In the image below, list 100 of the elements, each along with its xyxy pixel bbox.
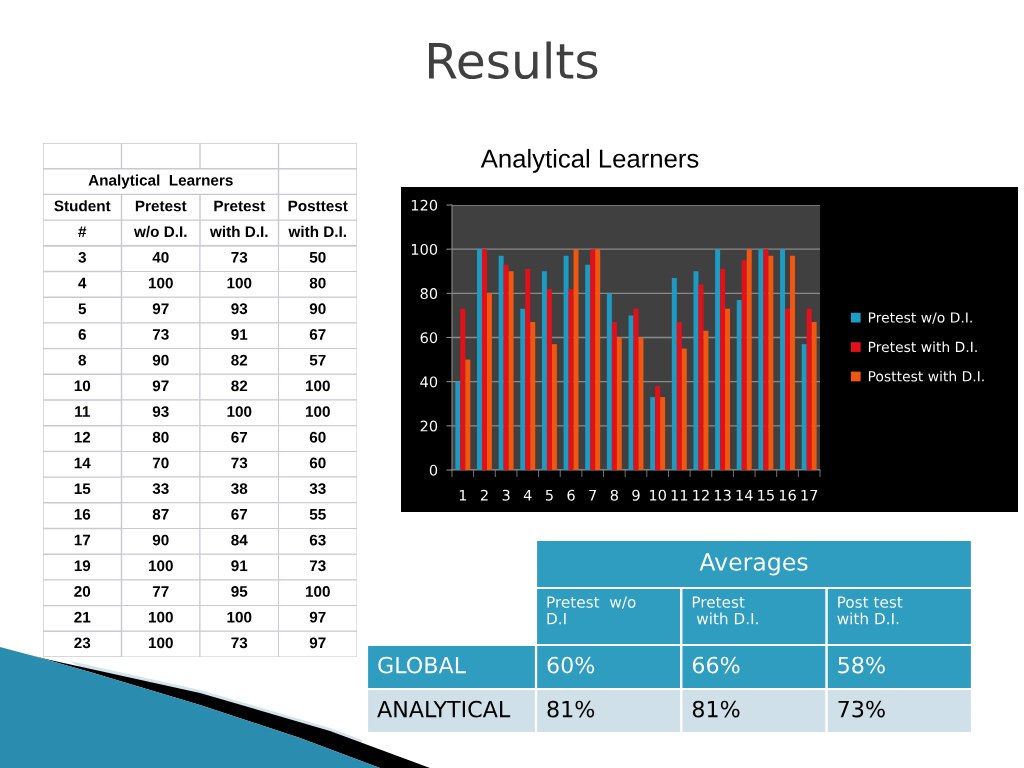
x-tick-label: 2 <box>480 489 488 501</box>
bar <box>546 288 552 470</box>
x-tick-label: 1 <box>459 489 467 501</box>
data-label: 58% <box>838 656 885 674</box>
x-tick-label: 6 <box>567 489 575 501</box>
y-tick-label: 10 <box>74 380 91 392</box>
data-label: 82 <box>231 354 248 366</box>
data-label: 91 <box>231 329 248 340</box>
x-tick-label: 11 <box>671 489 688 501</box>
bar <box>676 322 682 470</box>
data-label: 67 <box>231 431 248 443</box>
data-label: 97 <box>152 380 169 392</box>
data-label: 80 <box>309 277 326 289</box>
bar <box>563 255 569 470</box>
data-label: 82 <box>231 380 248 392</box>
data-label: 33 <box>152 483 169 495</box>
y-tick-label: GLOBAL <box>378 656 466 674</box>
bar <box>530 322 536 470</box>
bar <box>746 249 752 470</box>
data-label: 93 <box>231 303 248 315</box>
x-tick-label: 17 <box>801 489 818 501</box>
bar <box>606 293 612 470</box>
data-label: 73 <box>231 457 248 469</box>
x-tick-label: 8 <box>610 489 618 501</box>
x-tick-label: 9 <box>632 489 640 501</box>
bar <box>785 308 791 470</box>
bar <box>611 322 617 470</box>
data-label: 60 <box>309 457 326 469</box>
x-tick-label: 16 <box>779 489 796 501</box>
bar <box>768 255 774 470</box>
x-tick-label: 3 <box>502 489 510 501</box>
y-tick-label: 21 <box>74 611 91 623</box>
text: Results <box>429 41 598 80</box>
y-tick-label: 12 <box>74 431 91 443</box>
bar <box>616 337 622 470</box>
y-tick-label: 16 <box>74 508 91 520</box>
x-tick-label: 13 <box>714 489 731 501</box>
y-tick-label: 19 <box>74 560 91 572</box>
bar <box>503 264 509 470</box>
bar <box>725 308 731 470</box>
chart-title: Averages <box>699 553 808 576</box>
y-tick-label: 5 <box>78 303 87 315</box>
bar <box>585 264 591 470</box>
x-tick-label: Pretest w/o D.I. <box>133 200 187 238</box>
bar <box>486 293 492 470</box>
data-label: 66% <box>692 656 740 674</box>
data-label: 97 <box>309 611 326 623</box>
x-tick-label: Posttest with D.I. <box>288 200 348 238</box>
bar <box>741 260 747 470</box>
y-tick-label: 40 <box>420 376 438 388</box>
legend-label: Posttest with D.I. <box>868 370 984 382</box>
bar <box>720 269 726 470</box>
data-label: 40 <box>152 251 169 263</box>
y-tick-label: 60 <box>420 332 438 344</box>
y-tick-label: 80 <box>420 288 438 300</box>
data-label: 57 <box>309 354 326 366</box>
x-tick-label: Post test with D.I. <box>837 596 903 625</box>
bar <box>790 255 795 470</box>
data-label: 90 <box>152 534 169 546</box>
bar <box>715 249 721 470</box>
y-tick-label: 23 <box>74 637 91 649</box>
bar <box>508 271 514 470</box>
data-label: 73 <box>231 637 248 649</box>
bar <box>541 271 547 470</box>
data-label: 90 <box>309 303 326 315</box>
data-label: 87 <box>152 508 169 520</box>
x-tick-label: 5 <box>545 489 553 501</box>
data-label: 100 <box>148 611 173 623</box>
bar <box>736 299 742 470</box>
data-label: 38 <box>231 483 248 495</box>
data-label: 67 <box>309 329 326 340</box>
data-label: 80 <box>152 431 169 443</box>
data-label: 95 <box>231 586 248 597</box>
bar <box>801 344 807 470</box>
bar <box>590 249 596 470</box>
data-label: 100 <box>227 406 252 417</box>
data-label: 33 <box>309 483 326 495</box>
data-label: 73 <box>231 251 248 263</box>
bar <box>551 344 557 470</box>
data-label: 100 <box>148 560 173 572</box>
data-label: 81% <box>692 700 740 718</box>
data-label: 70 <box>152 457 169 469</box>
data-label: 77 <box>152 586 169 597</box>
bar <box>650 397 656 470</box>
data-label: 100 <box>148 277 173 289</box>
data-label: 73 <box>309 560 326 572</box>
y-tick-label: 120 <box>411 199 438 211</box>
data-label: 100 <box>227 277 252 289</box>
data-label: 93 <box>152 406 169 417</box>
x-tick-label: Pretest with D.I. <box>692 596 758 625</box>
data-label: 81% <box>547 700 595 718</box>
bar <box>780 249 786 470</box>
data-label: 90 <box>152 354 169 366</box>
y-tick-label: 6 <box>78 329 86 340</box>
bar <box>628 315 634 470</box>
chart-title: Analytical Learners <box>480 148 699 173</box>
bar <box>763 249 769 470</box>
bar <box>498 255 504 470</box>
bar <box>520 308 526 470</box>
y-tick-label: 8 <box>78 354 87 366</box>
